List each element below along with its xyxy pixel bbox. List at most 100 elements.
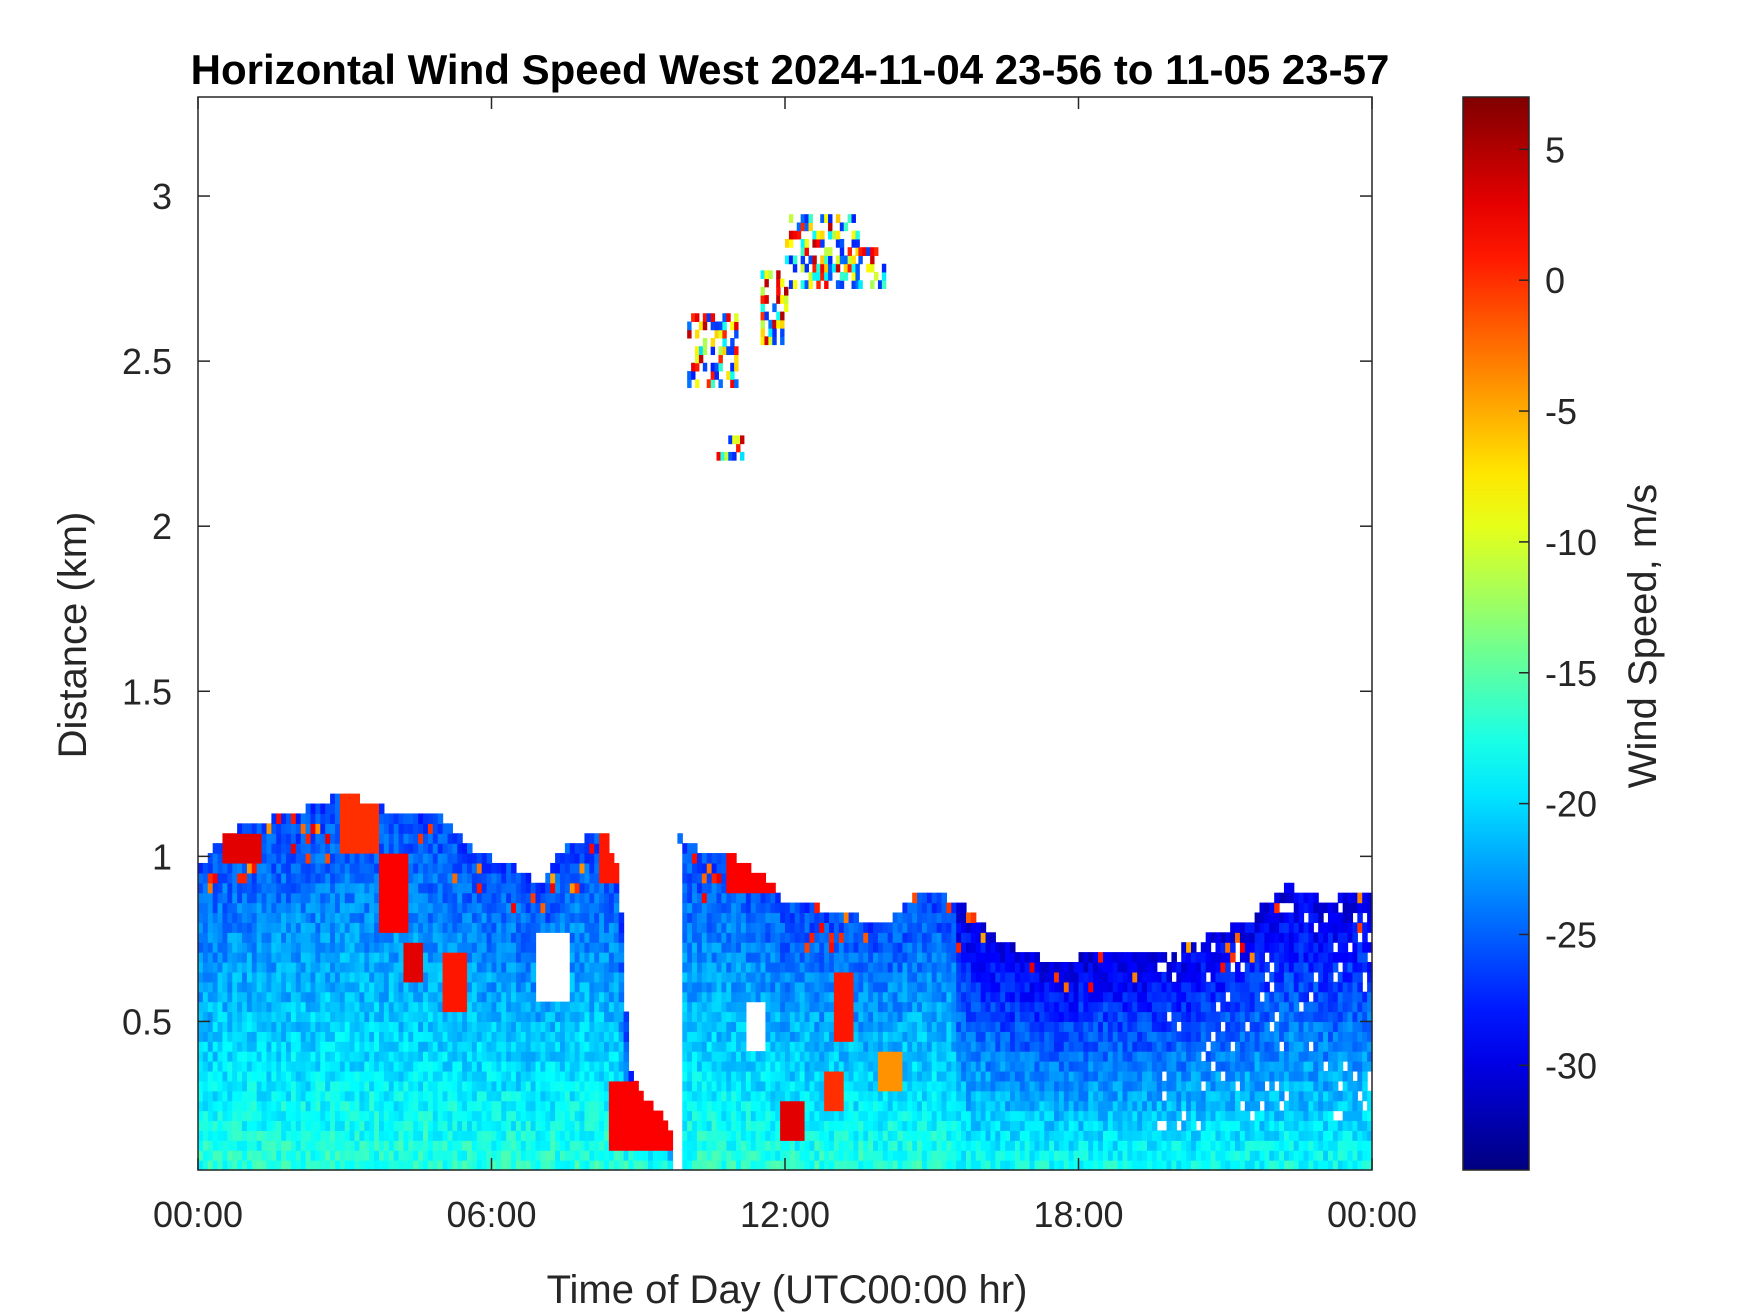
heatmap-cell (432, 971, 439, 983)
heatmap-cell (574, 862, 581, 874)
heatmap-cell (330, 981, 336, 993)
heatmap-cell (315, 1001, 321, 1013)
heatmap-cell (330, 1120, 336, 1131)
heatmap-cell (780, 1110, 786, 1122)
heatmap-cell (251, 1031, 258, 1042)
heatmap-cell (315, 1130, 321, 1141)
heatmap-cell (334, 872, 341, 884)
heatmap-cell (281, 1080, 287, 1092)
heatmap-cell (912, 932, 918, 943)
heatmap-cell (564, 872, 571, 884)
heatmap-cell (496, 892, 502, 904)
heatmap-cell (496, 1051, 502, 1062)
heatmap-cell (349, 803, 356, 815)
heatmap-cell (980, 1011, 987, 1023)
heatmap-cell (383, 1021, 390, 1032)
heatmap-cell (276, 1130, 282, 1141)
heatmap-cell (545, 912, 551, 923)
heatmap-cell (696, 952, 703, 963)
heatmap-cell (496, 1080, 502, 1092)
heatmap-cell (961, 932, 967, 943)
heatmap-cell (829, 952, 835, 963)
heatmap-cell (770, 1100, 776, 1112)
heatmap-cell (515, 1110, 522, 1122)
heatmap-cell (378, 1051, 385, 1062)
heatmap-cell (628, 1080, 634, 1092)
heatmap-cell (721, 1090, 727, 1102)
heatmap-cell (344, 1120, 351, 1131)
heatmap-cell (559, 1090, 566, 1102)
heatmap-cell (917, 902, 923, 914)
heatmap-cell (838, 1041, 845, 1052)
heatmap-cell (452, 1160, 458, 1171)
heatmap-cell (442, 1021, 449, 1032)
heatmap-cell (300, 882, 307, 894)
heatmap-cell (491, 971, 497, 983)
heatmap-cell (809, 962, 815, 973)
heatmap-cell (965, 1070, 972, 1082)
heatmap-cell (755, 952, 762, 963)
heatmap-cell (388, 862, 395, 874)
heatmap-cell (364, 902, 370, 914)
heatmap-cell (760, 902, 767, 914)
heatmap-cell (559, 1070, 566, 1082)
heatmap-cell (481, 962, 488, 973)
heatmap-cell (789, 1110, 796, 1122)
heatmap-cell (956, 952, 962, 963)
heatmap-cell (339, 1130, 346, 1141)
heatmap-cell (755, 1160, 762, 1171)
heatmap-cell (408, 1001, 414, 1013)
heatmap-cell (1005, 1001, 1011, 1013)
heatmap-cell (506, 892, 512, 904)
heatmap-cell (198, 1021, 204, 1032)
heatmap-cell (408, 1130, 414, 1141)
heatmap-cell (315, 833, 321, 844)
heatmap-cell (481, 971, 488, 983)
heatmap-cell (501, 1041, 507, 1052)
heatmap-cell (198, 1090, 204, 1102)
heatmap-cell (804, 1061, 811, 1072)
heatmap-cell (814, 1031, 820, 1042)
heatmap-cell (550, 1070, 556, 1082)
heatmap-cell (486, 981, 493, 993)
heatmap-cell (833, 1150, 840, 1161)
heatmap-cell (442, 922, 449, 933)
heatmap-cell (354, 1011, 361, 1023)
heatmap-cell (643, 1110, 649, 1122)
heatmap-cell (276, 922, 282, 933)
heatmap-cell (755, 932, 762, 943)
heatmap-cell (545, 1061, 551, 1072)
heatmap-cell (545, 1051, 551, 1062)
heatmap-cell (564, 1070, 571, 1082)
heatmap-cell (364, 1110, 370, 1122)
heatmap-cell (760, 962, 767, 973)
heatmap-cell (398, 1160, 405, 1171)
heatmap-cell (359, 1051, 365, 1062)
heatmap-cell (251, 1051, 258, 1062)
heatmap-cell (873, 1120, 879, 1131)
heatmap-cell (921, 1140, 928, 1151)
heatmap-cell (222, 1021, 228, 1032)
heatmap-cell (589, 872, 595, 884)
heatmap-cell (682, 971, 688, 983)
heatmap-cell (217, 853, 224, 864)
heatmap-cell (486, 1001, 493, 1013)
heatmap-cell (232, 1160, 238, 1171)
heatmap-cell (232, 912, 238, 923)
heatmap-cell (427, 1070, 434, 1082)
heatmap-cell (858, 1110, 864, 1122)
heatmap-cell (432, 1051, 439, 1062)
heatmap-cell (569, 882, 576, 894)
heatmap-cell (569, 1140, 576, 1151)
heatmap-cell (897, 1070, 903, 1082)
heatmap-cell (286, 1051, 292, 1062)
heatmap-cell (926, 922, 933, 933)
heatmap-cell (344, 1061, 351, 1072)
heatmap-cell (692, 1120, 698, 1131)
heatmap-cell (506, 1100, 512, 1112)
heatmap-cell (423, 813, 429, 824)
heatmap-cell (711, 1021, 718, 1032)
heatmap-cell (535, 1031, 542, 1042)
heatmap-cell (452, 1061, 458, 1072)
heatmap-cell (486, 1011, 493, 1023)
